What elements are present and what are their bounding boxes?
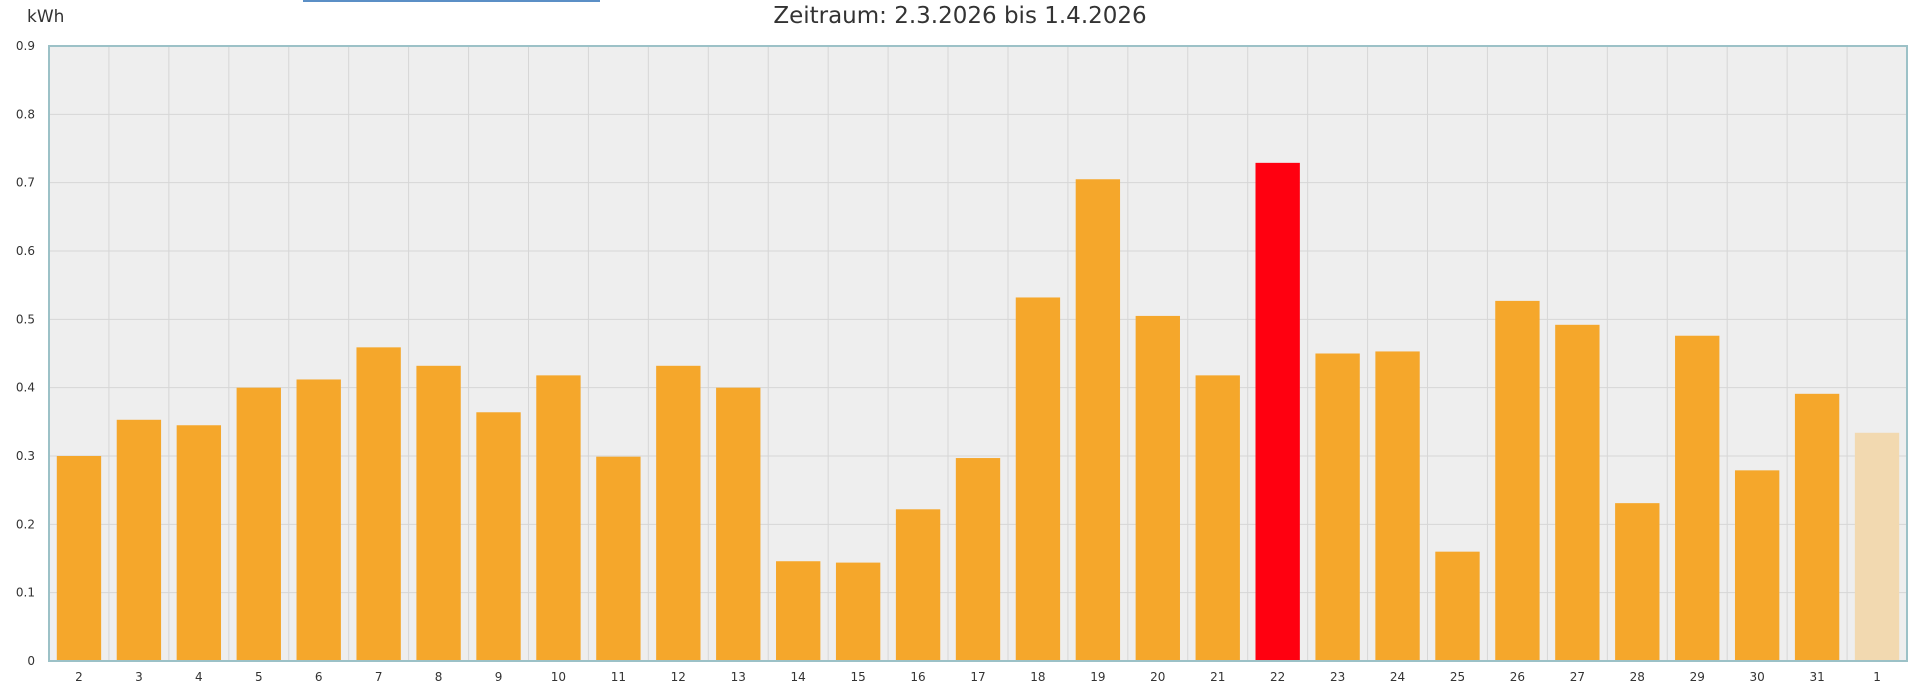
bar-8[interactable] <box>416 365 461 661</box>
y-axis-unit-label: kWh <box>27 7 65 27</box>
bar-31[interactable] <box>1794 393 1840 661</box>
bar-20[interactable] <box>1135 315 1180 661</box>
x-tick-label: 21 <box>1210 670 1225 684</box>
bar-16[interactable] <box>895 509 941 661</box>
x-tick-label: 12 <box>671 670 686 684</box>
bar-24[interactable] <box>1375 351 1420 661</box>
bars <box>56 162 1900 662</box>
x-tick-label: 5 <box>255 670 263 684</box>
x-tick-label: 31 <box>1809 670 1824 684</box>
x-tick-label: 6 <box>315 670 323 684</box>
x-tick-label: 8 <box>435 670 443 684</box>
x-tick-label: 9 <box>495 670 503 684</box>
top-tab-indicator <box>303 0 600 2</box>
x-tick-label: 27 <box>1570 670 1585 684</box>
x-tick-label: 14 <box>791 670 806 684</box>
x-tick-label: 19 <box>1090 670 1105 684</box>
plot-border <box>48 45 1908 662</box>
x-tick-label: 24 <box>1390 670 1405 684</box>
bar-28[interactable] <box>1615 503 1660 661</box>
bar-4[interactable] <box>176 425 222 661</box>
bar-3[interactable] <box>116 419 162 661</box>
x-tick-label: 28 <box>1630 670 1645 684</box>
bar-17[interactable] <box>955 458 1001 661</box>
chart-title: Zeitraum: 2.3.2026 bis 1.4.2026 <box>773 3 1147 29</box>
x-tick-label: 20 <box>1150 670 1165 684</box>
x-tick-label: 26 <box>1510 670 1525 684</box>
x-tick-label: 4 <box>195 670 203 684</box>
bar-14[interactable] <box>776 561 821 661</box>
bar-10[interactable] <box>536 375 581 661</box>
bar-18[interactable] <box>1015 297 1061 661</box>
x-tick-label: 16 <box>910 670 925 684</box>
bar-21[interactable] <box>1195 375 1240 661</box>
bar-19[interactable] <box>1075 179 1121 661</box>
y-tick-label: 0.2 <box>16 517 35 531</box>
y-tick-label: 0.5 <box>16 312 35 326</box>
bar-1[interactable] <box>1854 432 1900 661</box>
x-tick-label: 2 <box>75 670 83 684</box>
x-tick-label: 3 <box>135 670 143 684</box>
x-tick-label: 29 <box>1690 670 1705 684</box>
y-axis-ticks: 0 0.1 0.2 0.3 0.4 0.5 0.6 0.7 0.8 0.9 <box>16 39 35 668</box>
y-tick-label: 0.8 <box>16 107 35 121</box>
bar-2[interactable] <box>56 456 102 661</box>
bar-25[interactable] <box>1435 551 1480 661</box>
x-tick-label: 15 <box>850 670 865 684</box>
x-axis-ticks: 2 3 4 5 6 7 8 9 10 11 12 13 14 15 16 17 18 19 20 21 22 23 24 25… <box>75 670 1881 684</box>
bar-5[interactable] <box>236 387 281 661</box>
bar-29[interactable] <box>1675 335 1720 661</box>
x-tick-label: 22 <box>1270 670 1285 684</box>
y-tick-label: 0.1 <box>16 586 35 600</box>
x-tick-label: 13 <box>731 670 746 684</box>
bar-7[interactable] <box>356 347 401 661</box>
bar-13[interactable] <box>716 387 761 661</box>
y-tick-label: 0.7 <box>16 176 35 190</box>
x-tick-label: 7 <box>375 670 383 684</box>
x-tick-label: 18 <box>1030 670 1045 684</box>
bar-23[interactable] <box>1315 353 1360 662</box>
bar-11[interactable] <box>596 456 641 661</box>
y-tick-label: 0.3 <box>16 449 35 463</box>
bar-9[interactable] <box>476 412 521 661</box>
bar-26[interactable] <box>1495 300 1540 661</box>
bar-22[interactable] <box>1255 162 1300 661</box>
x-tick-label: 1 <box>1873 670 1881 684</box>
bar-27[interactable] <box>1555 324 1600 661</box>
x-tick-label: 11 <box>611 670 626 684</box>
y-tick-label: 0.9 <box>16 39 35 53</box>
bar-12[interactable] <box>656 365 701 661</box>
y-tick-label: 0.4 <box>16 381 35 395</box>
bar-30[interactable] <box>1734 470 1780 661</box>
x-tick-label: 17 <box>970 670 985 684</box>
y-tick-label: 0 <box>27 654 35 668</box>
bar-6[interactable] <box>296 379 341 661</box>
x-tick-label: 30 <box>1750 670 1765 684</box>
x-tick-label: 25 <box>1450 670 1465 684</box>
x-tick-label: 10 <box>551 670 566 684</box>
y-tick-label: 0.6 <box>16 244 35 258</box>
bar-15[interactable] <box>835 562 881 661</box>
x-tick-label: 23 <box>1330 670 1345 684</box>
